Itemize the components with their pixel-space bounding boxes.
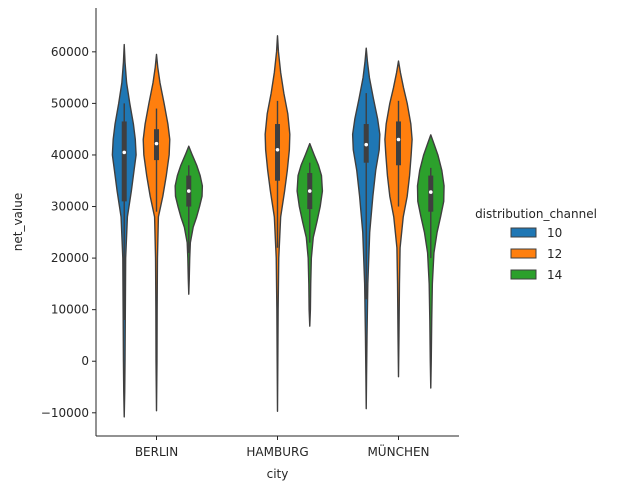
violin-10-berlin	[111, 43, 137, 418]
violin-12-hamburg	[264, 35, 291, 412]
y-tick-label: 60000	[51, 45, 89, 59]
violin-median	[307, 189, 312, 193]
violin-median	[364, 142, 369, 147]
legend-swatch-10	[510, 227, 537, 238]
violin-12-münchen	[384, 60, 413, 378]
violin-iqr-box	[275, 124, 280, 181]
y-tick-label: 20000	[51, 251, 89, 265]
violin-iqr-box	[121, 121, 127, 202]
y-tick-label: 50000	[51, 96, 89, 110]
axes-layer: −10000 0 10000 20000 30000 40000 50000 60000 BER…	[41, 8, 459, 459]
violin-body	[142, 53, 171, 412]
y-axis-label: net_value	[11, 193, 25, 251]
violin-median	[122, 150, 127, 155]
violin-median	[428, 190, 433, 194]
legend-label-14: 14	[547, 268, 562, 282]
y-tick-label: −10000	[41, 406, 89, 420]
violin-14-berlin	[174, 145, 204, 295]
legend-swatch-12	[510, 248, 537, 259]
legend-swatch-14	[510, 269, 537, 280]
violin-median	[396, 137, 401, 142]
y-tick-label: 30000	[51, 200, 89, 214]
x-tick-label: MÜNCHEN	[367, 443, 429, 459]
y-tick-label: 0	[81, 354, 89, 368]
y-tick-label: 10000	[51, 303, 89, 317]
x-axis-label: city	[267, 467, 289, 481]
violin-body	[416, 134, 445, 389]
violin-body	[384, 60, 413, 378]
violin-12-berlin	[142, 53, 171, 412]
violin-14-hamburg	[296, 142, 324, 327]
violin-10-münchen	[351, 47, 381, 410]
violin-median	[186, 189, 191, 193]
legend-label-12: 12	[547, 247, 562, 261]
violins-layer	[111, 35, 445, 418]
violin-median	[275, 148, 280, 152]
y-tick-label: 40000	[51, 148, 89, 162]
violin-iqr-box	[396, 121, 401, 166]
x-tick-label: BERLIN	[135, 445, 178, 459]
legend-label-10: 10	[547, 226, 562, 240]
x-tick-label: HAMBURG	[246, 445, 308, 459]
violin-14-münchen	[416, 134, 445, 389]
violin-median	[154, 141, 159, 146]
legend-title: distribution_channel	[475, 207, 597, 221]
legend: distribution_channel 10 12 14	[475, 207, 597, 282]
